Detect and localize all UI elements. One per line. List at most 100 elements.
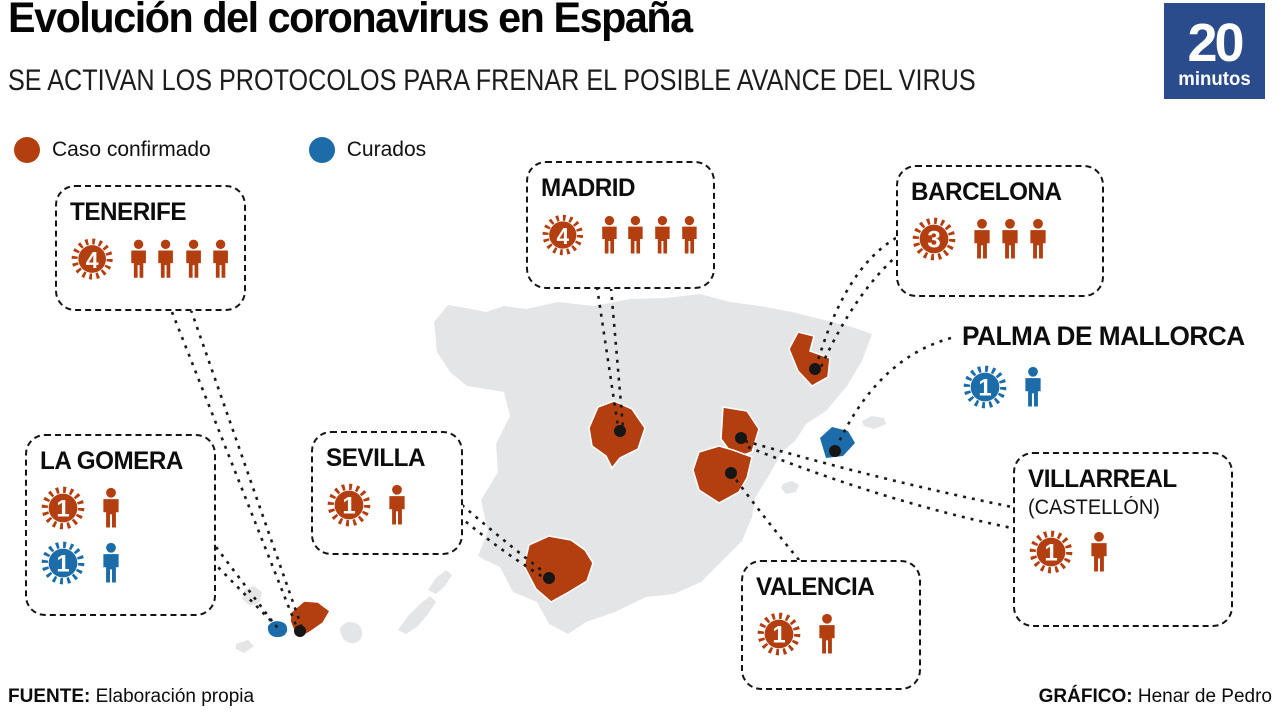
person-icon: [1025, 366, 1041, 407]
case-count-virus-icon: 1: [41, 486, 85, 530]
person-icon: [628, 215, 644, 254]
connector-sevilla: [461, 504, 546, 575]
callout-palma-de-mallorca: PALMA DE MALLORCA 1: [962, 321, 1253, 410]
callout-title: VALENCIA: [756, 573, 875, 601]
svg-text:4: 4: [86, 247, 99, 273]
callout-title: PALMA DE MALLORCA: [962, 321, 1245, 351]
callout-title: MADRID: [541, 174, 636, 202]
person-icon: [213, 239, 228, 278]
stat-row: 4: [70, 236, 231, 282]
stat-row: 1: [40, 540, 201, 586]
island-mallorca: [820, 427, 855, 458]
svg-text:1: 1: [56, 550, 69, 577]
callout-tenerife: TENERIFE 4: [55, 185, 246, 311]
island-menorca: [862, 416, 886, 429]
footer-credit-label: GRÁFICO:: [1038, 686, 1133, 707]
connector-la-gomera: [214, 546, 277, 626]
svg-text:4: 4: [556, 223, 569, 249]
person-icon: [1091, 531, 1107, 572]
case-count-virus-icon: 4: [542, 214, 584, 256]
person-icon: [158, 239, 174, 278]
callout-madrid: MADRID 4: [526, 161, 715, 289]
person-icon: [682, 215, 697, 254]
legend-label-cured: Curados: [346, 138, 427, 161]
stat-row: 1: [40, 485, 201, 531]
callout-title: TENERIFE: [70, 198, 187, 226]
callout-sevilla: SEVILLA 1: [311, 431, 463, 555]
island-lanzarote: [428, 570, 452, 594]
person-icon: [601, 215, 617, 254]
dot-barcelona: [809, 363, 821, 375]
island-ibiza: [781, 481, 799, 494]
confirmed-dot-icon: [14, 137, 40, 163]
stat-row: 3: [911, 216, 1089, 262]
logo-20minutos: 20 minutos: [1164, 3, 1265, 99]
callout-title: BARCELONA: [911, 178, 1062, 206]
island-la-palma: [242, 586, 262, 606]
legend-label-confirmed: Caso confirmado: [52, 138, 211, 161]
person-icon: [1002, 218, 1018, 259]
page-title: Evolución del coronavirus en España: [8, 0, 693, 42]
logo-text: minutos: [1178, 69, 1251, 90]
person-icon: [131, 239, 147, 278]
svg-text:1: 1: [978, 374, 991, 401]
cured-dot-icon: [308, 137, 335, 163]
connector-tenerife: [170, 311, 299, 629]
island-la-gomera: [267, 621, 288, 638]
callout-title: LA GOMERA: [40, 447, 183, 475]
case-count-virus-icon: 1: [963, 365, 1007, 409]
footer-credit: GRÁFICO: Henar de Pedro: [1039, 686, 1272, 708]
callout-connectors: [170, 236, 1013, 632]
island-gran-canaria: [340, 622, 363, 644]
callout-villarreal: VILLARREAL (CASTELLÓN) 1: [1013, 452, 1233, 627]
map-islands-gray: [236, 416, 886, 653]
person-icon: [389, 484, 405, 525]
footer-source-label: FUENTE:: [8, 686, 91, 707]
connector-villarreal-2: [747, 445, 1013, 530]
connector-madrid: [595, 286, 620, 428]
dot-valencia: [725, 467, 737, 479]
person-icon: [655, 215, 670, 254]
map-regions-cured: [267, 427, 855, 638]
person-icon: [819, 613, 835, 654]
person-icon: [185, 239, 201, 278]
case-count-virus-icon: 1: [41, 541, 85, 585]
callout-subtitle: (CASTELLÓN): [1028, 496, 1160, 519]
connector-villarreal: [744, 439, 1013, 509]
page-subtitle: SE ACTIVAN LOS PROTOCOLOS PARA FRENAR EL…: [8, 64, 976, 97]
connector-tenerife-2: [189, 309, 305, 632]
region-valencia: [692, 445, 753, 504]
stat-row: 1: [756, 611, 906, 657]
connector-valencia: [732, 476, 801, 561]
case-count-virus-icon: 1: [1029, 530, 1073, 574]
callout-la-gomera: LA GOMERA 1 1: [25, 434, 216, 616]
region-sevilla: [523, 535, 594, 603]
person-icon: [103, 542, 119, 583]
stat-row: 4: [541, 212, 700, 258]
island-el-hierro: [236, 640, 254, 653]
callout-barcelona: BARCELONA 3: [896, 165, 1104, 297]
callout-title: SEVILLA: [326, 444, 426, 472]
footer-source: FUENTE: Elaboración propia: [8, 686, 254, 708]
location-dots: [294, 363, 841, 637]
callout-title: VILLARREAL: [1028, 465, 1177, 493]
logo-number: 20: [1187, 13, 1244, 73]
stat-row: 1: [1028, 529, 1218, 575]
legend-item-confirmed: Caso confirmado: [14, 137, 211, 163]
connector-barcelona: [815, 236, 897, 365]
person-icon: [103, 487, 119, 528]
case-count-virus-icon: 4: [71, 238, 113, 280]
dot-castellon: [735, 432, 747, 444]
svg-text:1: 1: [772, 621, 785, 648]
dot-madrid: [614, 425, 626, 437]
dot-sevilla: [543, 572, 555, 584]
dot-tenerife: [294, 625, 306, 637]
dot-mallorca: [829, 445, 841, 457]
map-regions-confirmed: [289, 331, 831, 638]
svg-text:3: 3: [927, 226, 940, 253]
legend-item-cured: Curados: [308, 137, 427, 163]
svg-text:1: 1: [56, 495, 69, 522]
person-icon: [1030, 218, 1046, 259]
